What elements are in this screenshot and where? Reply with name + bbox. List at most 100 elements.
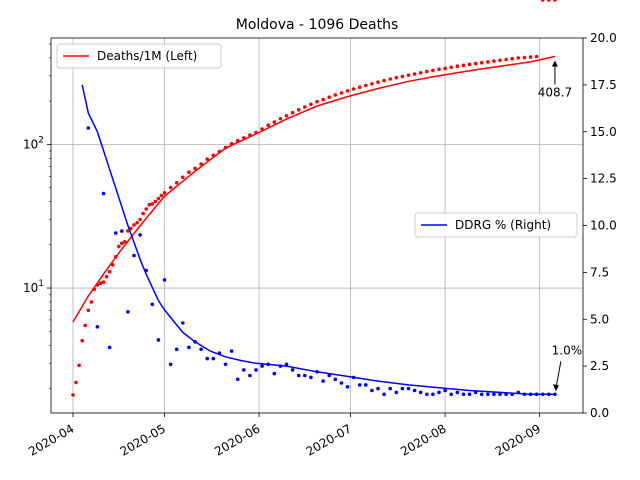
data-point [193, 340, 197, 344]
data-point [205, 157, 209, 161]
data-point [498, 392, 502, 397]
data-point [425, 69, 429, 74]
x-tick-label: 2020-05 [118, 421, 168, 458]
data-point [418, 390, 423, 395]
data-point [547, 0, 551, 2]
data-point [174, 347, 179, 352]
y-right-tick-label: 12.5 [590, 172, 617, 186]
data-point [376, 386, 380, 391]
data-point [193, 166, 197, 171]
data-point [138, 233, 142, 237]
data-point [370, 388, 374, 393]
data-point [443, 388, 447, 393]
data-point [187, 170, 191, 174]
data-point [144, 207, 148, 211]
data-point [351, 87, 356, 91]
data-point [205, 356, 209, 361]
data-point [412, 72, 417, 76]
data-point [345, 385, 350, 389]
data-point [382, 78, 386, 83]
data-point [120, 229, 124, 233]
data-point [303, 105, 307, 109]
data-point [534, 392, 539, 397]
legend-label: DDRG % (Right) [455, 218, 551, 232]
data-point [141, 211, 145, 216]
data-point [461, 392, 466, 397]
data-point [364, 83, 368, 88]
data-point [156, 196, 161, 201]
x-tick-label: 2020-08 [398, 421, 448, 458]
data-point [309, 102, 313, 107]
legend-box [56, 43, 222, 69]
data-point [80, 338, 84, 343]
data-point [242, 136, 246, 140]
data-point [260, 127, 264, 131]
annotation-arrow [555, 361, 562, 389]
data-point [321, 379, 325, 383]
data-point [92, 287, 97, 292]
data-point [162, 191, 167, 195]
data-point [159, 193, 164, 198]
y-left-tick-base: 10 [23, 137, 38, 151]
data-point [101, 280, 106, 284]
data-point [235, 377, 240, 382]
y-left-tick-exponent: 1 [38, 279, 44, 289]
data-point [510, 392, 514, 397]
data-point [467, 392, 472, 397]
data-point [278, 116, 283, 121]
y-right-tick-label: 2.5 [590, 359, 609, 373]
data-point [455, 64, 460, 68]
data-point [126, 310, 130, 314]
chart-title: Moldova - 1096 Deaths [236, 17, 399, 33]
legend-deaths: Deaths/1M (Left) [56, 43, 222, 69]
data-point [71, 393, 75, 397]
series-line [81, 84, 555, 396]
data-point [290, 368, 295, 372]
annotation-arrowhead [552, 384, 559, 392]
y-right-tick-label: 10.0 [590, 219, 617, 233]
data-point [473, 390, 478, 395]
data-point [135, 220, 139, 225]
data-point [486, 392, 490, 397]
data-point [110, 263, 115, 267]
data-point [437, 390, 441, 395]
data-point [437, 67, 441, 72]
data-point [492, 59, 496, 63]
data-point [461, 63, 466, 68]
data-point [248, 133, 252, 137]
data-point [229, 142, 234, 146]
y-right-tick-label: 20.0 [590, 31, 617, 45]
data-point [345, 89, 350, 93]
data-point [132, 253, 136, 258]
data-point [254, 368, 258, 372]
y-right-tick-label: 7.5 [590, 265, 609, 279]
y-left-tick-exponent: 2 [38, 135, 44, 145]
data-point [266, 123, 271, 127]
data-point [150, 202, 155, 206]
data-point [290, 110, 295, 115]
data-point [272, 371, 277, 376]
data-point [156, 338, 161, 342]
data-point [406, 73, 411, 77]
data-point [370, 82, 374, 86]
data-point [449, 65, 454, 70]
data-point [479, 392, 484, 397]
data-point [89, 300, 94, 304]
y-left-tick-label: 102 [23, 135, 44, 151]
data-point [547, 392, 551, 397]
data-point [425, 392, 429, 397]
data-point [260, 364, 264, 368]
data-point [266, 362, 271, 367]
data-point [303, 373, 307, 378]
data-point [333, 93, 338, 97]
data-point [174, 181, 179, 185]
data-point [248, 373, 252, 378]
annotation-last-deaths: 408.7 [538, 86, 572, 100]
data-point [394, 75, 399, 80]
data-point [357, 383, 362, 387]
data-point [418, 71, 423, 75]
annotation-last-ddrg: 1.0% [552, 343, 583, 357]
data-point [83, 323, 87, 328]
data-point [504, 392, 508, 397]
